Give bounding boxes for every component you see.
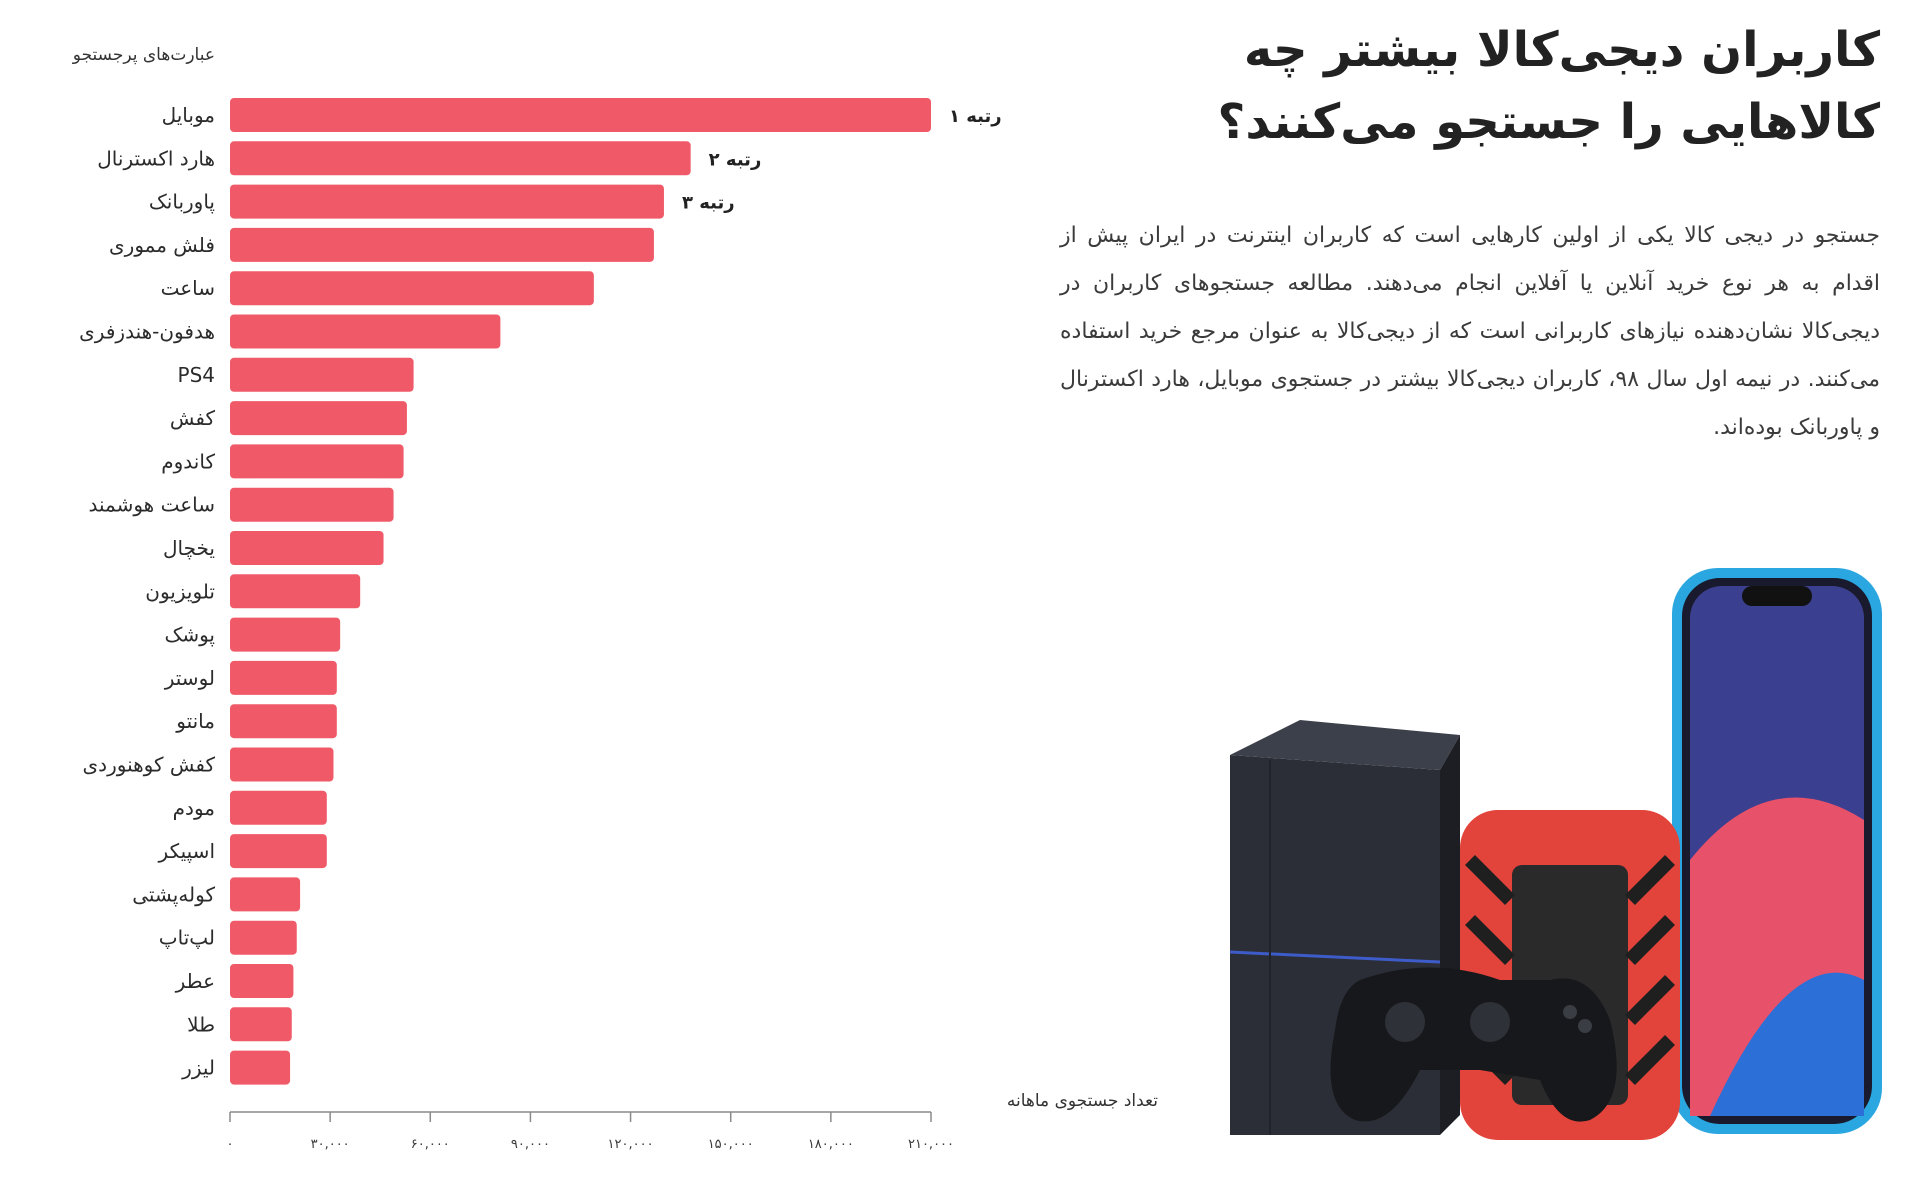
rank-label: رتبه ۲ <box>709 149 762 170</box>
bar <box>230 314 501 349</box>
category-label: مانتو <box>175 709 215 733</box>
bar <box>230 704 337 739</box>
x-tick-label: ۰ <box>227 1137 234 1152</box>
x-tick-label: ۱۲۰,۰۰۰ <box>608 1137 654 1152</box>
intro-paragraph: جستجو در دیجی کالا یکی از اولین کارهایی … <box>1060 223 1880 440</box>
bar <box>230 1050 291 1085</box>
x-tick-label: ۶۰,۰۰۰ <box>411 1137 450 1152</box>
x-axis: ۰ ۳۰,۰۰۰ ۶۰,۰۰۰ ۹۰,۰۰۰ ۱۲۰,۰۰۰ ۱۵۰,۰۰۰ ۱۸۰,۰۰۰… <box>227 1111 954 1152</box>
bar <box>230 964 294 998</box>
smartphone-icon <box>1672 568 1882 1134</box>
category-label: کاندوم <box>161 449 215 473</box>
category-label: لوستر <box>164 666 215 690</box>
rank-annotations: رتبه ۱ رتبه ۲ رتبه ۳ <box>682 106 1002 214</box>
bar <box>230 877 301 912</box>
bar <box>230 357 414 392</box>
bar <box>230 834 327 869</box>
category-label: پاوربانک <box>149 190 215 215</box>
category-label: فلش مموری <box>109 233 215 257</box>
category-label: هارد اکسترنال <box>97 146 215 170</box>
bars-group <box>230 98 931 1085</box>
bar <box>230 790 327 825</box>
bar <box>230 920 297 955</box>
category-label: طلا <box>187 1012 215 1036</box>
category-label: یخچال <box>163 536 215 560</box>
gamepad-icon <box>1330 967 1617 1122</box>
x-tick-label: ۳۰,۰۰۰ <box>311 1137 350 1152</box>
category-label: پوشک <box>164 623 215 648</box>
category-label: کفش کوهنوردی <box>83 753 216 777</box>
y-axis-title: عبارت‌های پرجستجو <box>72 45 215 65</box>
category-label: کفش <box>170 406 216 430</box>
category-label: هدفون-هندزفری <box>79 320 215 344</box>
bar <box>230 487 394 522</box>
products-illustration <box>1229 568 1882 1140</box>
bar <box>230 98 931 132</box>
x-tick-label: ۱۸۰,۰۰۰ <box>808 1137 854 1152</box>
page-title: کاربران دیجی‌کالا بیشتر چه کالاهایی را ج… <box>1217 22 1880 150</box>
category-label: تلویزیون <box>145 579 215 603</box>
category-label: ساعت <box>161 276 215 300</box>
bar <box>230 747 334 782</box>
x-tick-label: ۹۰,۰۰۰ <box>511 1137 550 1152</box>
category-label: PS4 <box>178 363 215 387</box>
bar <box>230 531 384 565</box>
category-label: موبایل <box>162 103 215 127</box>
bar <box>230 617 341 652</box>
bar <box>230 660 337 695</box>
rank-label: رتبه ۳ <box>682 193 735 214</box>
rank-label: رتبه ۱ <box>949 106 1002 127</box>
category-label: لپ‌تاپ <box>159 926 215 951</box>
category-labels: موبایل هارد اکسترنال پاوربانک فلش مموری ساعت… <box>79 103 215 1080</box>
bar <box>230 574 361 609</box>
category-label: ساعت هوشمند <box>88 493 215 517</box>
category-label: مودم <box>173 796 215 820</box>
category-label: کوله‌پشتی <box>132 882 215 907</box>
bar <box>230 184 664 219</box>
x-axis-title: تعداد جستجوی ماهانه <box>1007 1091 1158 1111</box>
category-label: اسپیکر <box>158 839 215 864</box>
bar <box>230 1007 292 1042</box>
bar <box>230 227 654 262</box>
x-tick-label: ۲۱۰,۰۰۰ <box>908 1137 954 1152</box>
category-label: عطر <box>175 969 215 993</box>
bar <box>230 141 691 176</box>
x-tick-label: ۱۵۰,۰۰۰ <box>708 1137 754 1152</box>
bar <box>230 271 594 306</box>
bar <box>230 444 404 479</box>
bar <box>230 401 407 436</box>
category-label: لیزر <box>181 1056 215 1080</box>
